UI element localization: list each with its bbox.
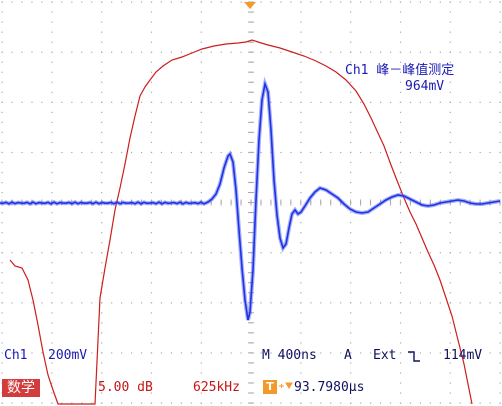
math-badge: 数学 (2, 379, 40, 397)
math-frequency: 625kHz (193, 380, 240, 395)
trigger-level: 114mV (443, 348, 483, 363)
ch1-waveform (0, 81, 501, 321)
trigger-position: 93.7980µs (294, 380, 365, 395)
trigger-source: Ext (373, 348, 397, 363)
channel-scale: 200mV (48, 348, 88, 363)
channel-name: Ch1 (4, 348, 28, 363)
trigger-badge: T (263, 380, 277, 394)
acquisition-mode: A (344, 348, 352, 363)
timebase-scale: M 400ns (262, 348, 317, 363)
measurement-value: 964mV (405, 79, 445, 94)
fft-trace (9, 39, 473, 405)
math-scale: 5.00 dB (98, 380, 153, 395)
measurement-label: Ch1 峰－峰值测定 (345, 63, 455, 78)
trigger-position-marker[interactable] (244, 2, 256, 9)
